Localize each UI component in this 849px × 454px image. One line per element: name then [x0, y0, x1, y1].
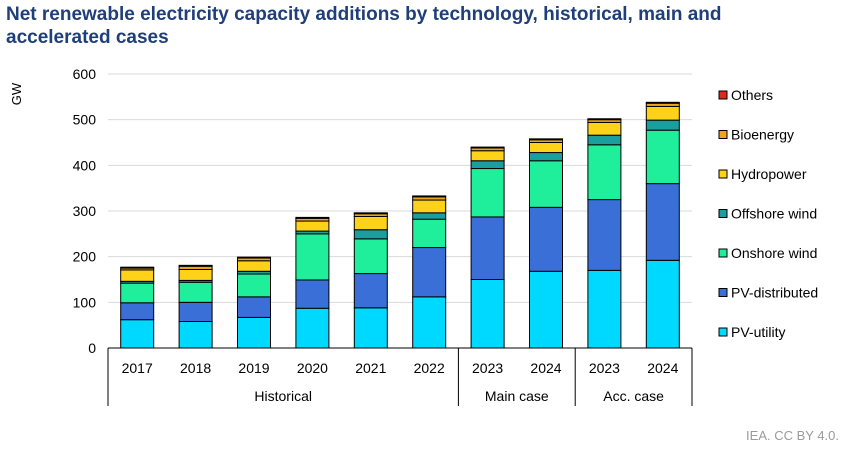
bar-segment-pv-distributed — [529, 206, 563, 272]
bar-segment-pv-utility — [529, 270, 563, 349]
bar-segment-onshore-wind — [353, 238, 388, 275]
bar-segment-offshore-wind — [529, 152, 563, 162]
x-group-label: Acc. case — [603, 388, 664, 404]
legend-entry: PV-distributed — [731, 285, 818, 301]
bar-segment-pv-utility — [412, 296, 447, 349]
legend-swatch — [718, 209, 728, 218]
x-tick-label: 2020 — [297, 360, 328, 376]
y-tick-label: 200 — [73, 249, 97, 265]
chart-title: Net renewable electricity capacity addit… — [6, 4, 722, 48]
x-group-label: Historical — [254, 388, 312, 404]
bar-segment-offshore-wind — [470, 160, 505, 170]
bar-segment-pv-distributed — [353, 273, 388, 309]
legend-entry: Hydropower — [731, 166, 807, 182]
bar-segment-pv-distributed — [178, 301, 213, 323]
bar-segment-others — [412, 195, 447, 198]
x-tick-label: 2021 — [355, 360, 386, 376]
y-tick-label: 400 — [73, 157, 97, 173]
bar-segment-hydropower — [529, 142, 563, 154]
bar-segment-others — [529, 138, 563, 141]
x-group-label: Main case — [485, 388, 549, 404]
bar-segment-others — [645, 101, 680, 104]
bar-segment-onshore-wind — [178, 281, 213, 303]
bar-segment-onshore-wind — [237, 273, 271, 298]
x-tick-label: 2024 — [530, 360, 561, 376]
legend-entry: PV-utility — [731, 324, 785, 340]
legend-entry: Offshore wind — [731, 206, 817, 222]
bar-segment-pv-distributed — [237, 296, 271, 318]
bar-segment-offshore-wind — [412, 212, 447, 220]
x-tick-label: 2017 — [122, 360, 153, 376]
bar-segment-offshore-wind — [645, 119, 680, 131]
bar-segment-hydropower — [295, 220, 330, 232]
bar-segment-hydropower — [353, 215, 388, 231]
bar-segment-pv-distributed — [470, 216, 505, 280]
bar-segment-others — [295, 216, 330, 219]
bar-segment-pv-utility — [178, 321, 213, 349]
legend-swatch — [718, 90, 728, 100]
bar-segment-pv-distributed — [587, 199, 622, 271]
bar-segment-onshore-wind — [120, 282, 155, 304]
bar-segment-others — [470, 146, 505, 149]
bar-segment-pv-distributed — [295, 279, 330, 309]
bar-segment-pv-utility — [470, 279, 505, 349]
bar-segment-pv-distributed — [412, 247, 447, 298]
x-tick-label: 2023 — [589, 360, 620, 376]
x-tick-label: 2018 — [180, 360, 211, 376]
bar-segment-onshore-wind — [645, 129, 680, 185]
bar-segment-offshore-wind — [353, 229, 388, 240]
y-tick-label: 500 — [73, 112, 97, 128]
legend-entry: Bioenergy — [731, 127, 794, 143]
x-tick-label: 2023 — [472, 360, 503, 376]
bar-segment-others — [353, 212, 388, 215]
credit-text: IEA. CC BY 4.0. — [746, 428, 839, 443]
bar-segment-pv-utility — [587, 269, 622, 349]
bar-segment-hydropower — [237, 260, 271, 272]
bar-segment-onshore-wind — [529, 160, 563, 208]
bar-segment-onshore-wind — [412, 218, 447, 249]
bar-segment-pv-utility — [353, 307, 388, 349]
y-tick-label: 100 — [73, 294, 97, 310]
legend-swatch — [718, 327, 728, 337]
bar-segment-onshore-wind — [587, 144, 622, 201]
y-axis-label: GW — [9, 82, 24, 105]
bar-segment-others — [587, 118, 622, 121]
x-tick-label: 2024 — [647, 360, 678, 376]
bar-segment-offshore-wind — [587, 134, 622, 146]
bar-segment-hydropower — [178, 268, 213, 281]
bar-segment-pv-utility — [237, 316, 271, 349]
axes: 0 100 200 300 400 500 600 2017 2018 2019 2020 2021 2… — [73, 66, 693, 406]
legend: Others Bioenergy Hydropower Offshore wind On… — [718, 87, 818, 340]
bar-segment-others — [178, 264, 213, 267]
x-tick-label: 2022 — [414, 360, 445, 376]
legend-swatch — [718, 288, 728, 297]
y-tick-label: 300 — [73, 203, 97, 219]
bar-segment-others — [237, 256, 271, 259]
legend-entry: Others — [731, 87, 773, 103]
bar-segment-hydropower — [470, 150, 505, 162]
bar-segment-others — [120, 266, 155, 269]
bar-segment-hydropower — [587, 121, 622, 136]
legend-swatch — [718, 248, 728, 258]
bar-segment-pv-utility — [295, 307, 330, 349]
bar-segment-hydropower — [120, 269, 155, 282]
legend-entry: Onshore wind — [731, 245, 817, 261]
bar-segment-pv-distributed — [120, 302, 155, 321]
bar-segment-onshore-wind — [295, 233, 330, 281]
y-tick-label: 0 — [88, 340, 96, 356]
y-tick-label: 600 — [73, 66, 97, 82]
bar-segment-pv-utility — [645, 259, 680, 349]
legend-swatch — [718, 130, 728, 139]
bar-segment-hydropower — [412, 199, 447, 214]
x-tick-label: 2019 — [238, 360, 269, 376]
bar-segment-hydropower — [645, 105, 680, 121]
bar-segment-pv-utility — [120, 319, 155, 349]
bar-stacks — [120, 101, 680, 349]
bar-segment-onshore-wind — [470, 168, 505, 218]
bar-segment-pv-distributed — [645, 183, 680, 261]
legend-swatch — [718, 169, 728, 179]
